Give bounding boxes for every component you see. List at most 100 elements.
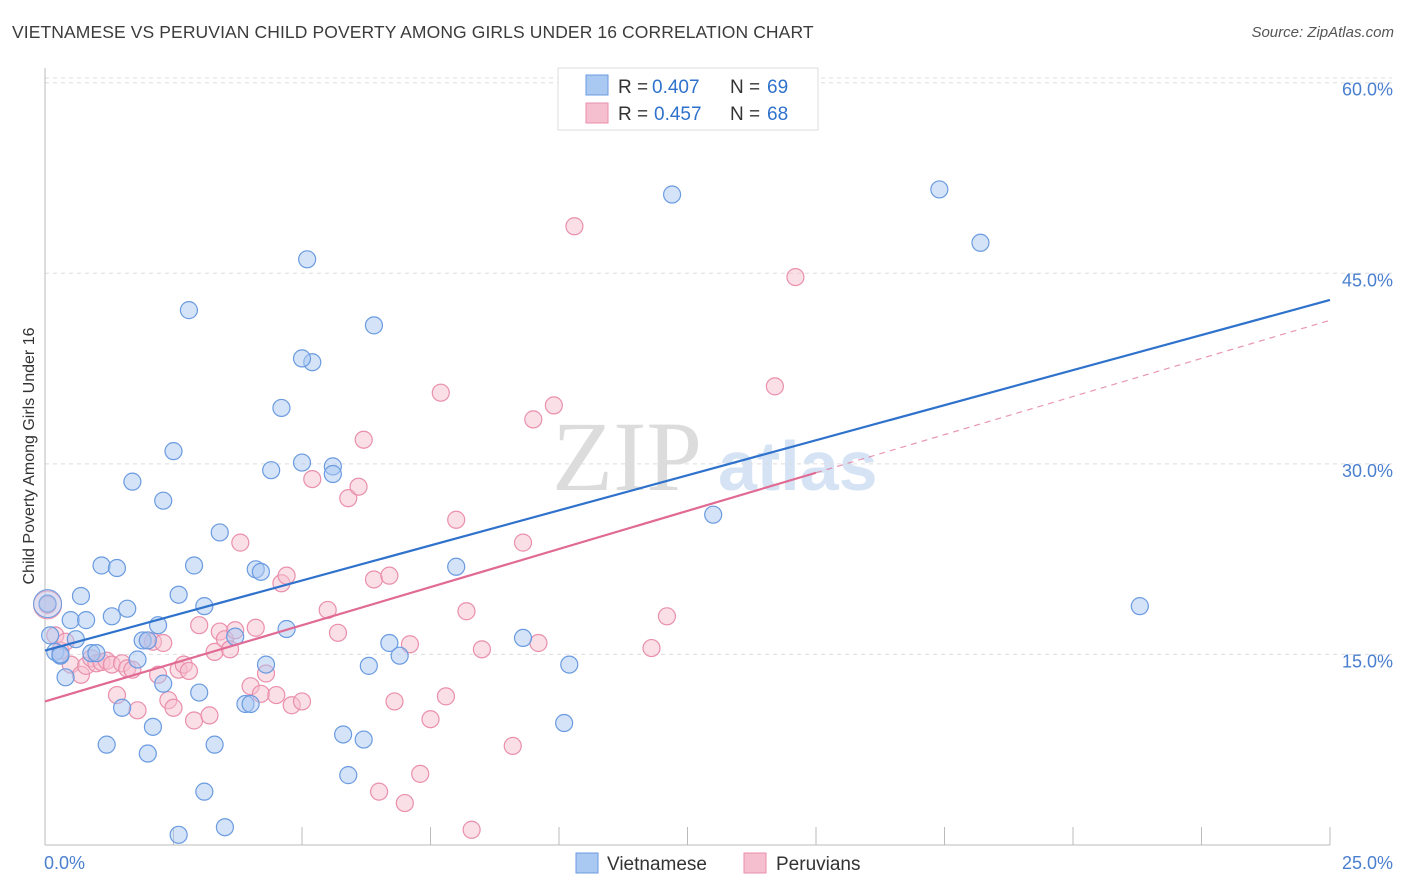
y-axis-title: Child Poverty Among Girls Under 16 [21, 327, 38, 584]
vietnamese-point [77, 611, 96, 630]
trend-lines [44, 298, 1331, 703]
vietnamese-point [154, 491, 173, 510]
y-tick-label: 15.0% [1342, 651, 1393, 671]
peruvian-point [529, 633, 548, 653]
vietnamese-point [262, 461, 281, 480]
peruvian-point [642, 638, 661, 658]
legend-n-label-1: N = [730, 77, 760, 98]
peruvian-point [765, 377, 784, 396]
vietnamese-point [1130, 597, 1149, 616]
vietnamese-point [662, 185, 682, 204]
vietnamese-point [241, 694, 260, 714]
peruvian-point [411, 764, 430, 783]
peruvian-point [472, 640, 491, 659]
peruvian-point [328, 623, 348, 642]
bottom-legend-peruvian-label: Peruvians [776, 854, 861, 875]
bottom-legend-vietnamese-label: Vietnamese [607, 854, 707, 875]
legend-peruvian-swatch [585, 102, 609, 124]
vietnamese-point [107, 558, 127, 578]
peruvian-point [303, 469, 322, 489]
peruvian-point [200, 706, 219, 725]
peruvian-point [364, 570, 384, 589]
watermark-main: ZIP [552, 401, 702, 512]
peruvian-point [246, 618, 265, 637]
legend-r-value-2: 0.457 [654, 104, 702, 125]
vietnamese-trend-line [44, 298, 1331, 652]
watermark-sub: atlas [718, 427, 878, 505]
vietnamese-point [128, 650, 147, 669]
vietnamese-point [184, 556, 204, 575]
vietnamese-point [143, 717, 163, 736]
y-tick-label: 45.0% [1342, 270, 1393, 290]
peruvian-point [154, 633, 173, 653]
vietnamese-point [97, 735, 116, 754]
vietnamese-point [298, 250, 317, 269]
vietnamese-point [390, 646, 409, 665]
vietnamese-point-large [33, 589, 63, 619]
peruvian-point [657, 607, 677, 626]
peruvian-point [179, 661, 199, 681]
vietnamese-point [272, 398, 291, 418]
legend-vietnamese-swatch [585, 74, 609, 96]
vietnamese-point [364, 316, 384, 335]
vietnamese-point [339, 766, 358, 785]
axes [44, 68, 1331, 846]
peruvian-point [436, 687, 456, 706]
peruvian-point [503, 736, 522, 756]
source-label: Source: ZipAtlas.com [1251, 24, 1394, 41]
vietnamese-point [61, 611, 80, 630]
peruvian-point [462, 820, 481, 839]
peruvian-point [457, 602, 476, 621]
peruvian-point [395, 793, 414, 813]
vietnamese-point [92, 556, 111, 575]
vietnamese-point [359, 656, 378, 675]
vietnamese-point [169, 585, 188, 604]
vietnamese-point [205, 735, 224, 754]
chart-title: VIETNAMESE VS PERUVIAN CHILD POVERTY AMO… [12, 22, 814, 42]
peruvian-point [184, 711, 204, 730]
vietnamese-point [380, 633, 399, 653]
vietnamese-point [210, 523, 229, 542]
legend-n-value-1: 69 [767, 77, 788, 98]
peruvian-point [354, 430, 373, 449]
bottom-legend-peruvian-swatch [743, 852, 767, 874]
peruvian-point [128, 701, 147, 720]
peruvian-point [370, 782, 389, 801]
legend-r-label-2: R = [618, 104, 648, 125]
peruvian-point [349, 477, 368, 496]
vietnamese-point [930, 180, 949, 199]
vietnamese-point [38, 594, 57, 613]
peruvian-point [431, 383, 450, 402]
vietnamese-point [251, 562, 270, 581]
vietnamese-point [154, 674, 173, 693]
peruvian-point [421, 710, 440, 729]
peruvian-point [524, 410, 543, 429]
top-legend: R = 0.407 N = 69 R = 0.457 N = 68 [557, 67, 819, 131]
vietnamese-point [118, 599, 137, 618]
x-tick-labels: 0.0% 25.0% [44, 853, 1393, 873]
peruvian-point [400, 635, 420, 654]
x-tick-label: 25.0% [1342, 853, 1393, 873]
legend-r-value-1: 0.407 [652, 77, 700, 98]
bottom-legend: Vietnamese Peruvians [575, 852, 861, 875]
vietnamese-point [215, 818, 234, 837]
peruvian-point [544, 396, 563, 415]
vietnamese-point [704, 505, 723, 524]
vietnamese-point [138, 631, 157, 650]
vietnamese-point [195, 782, 214, 801]
peruvian-point [292, 692, 312, 711]
peruvian-point [190, 616, 209, 635]
x-tick-label: 0.0% [44, 853, 85, 873]
vietnamese-point [513, 628, 533, 648]
legend-n-value-2: 68 [767, 104, 788, 125]
vietnamese-point [179, 301, 199, 320]
vietnamese-point [41, 626, 60, 645]
vietnamese-point [56, 668, 75, 687]
legend-r-label-1: R = [618, 77, 648, 98]
vietnamese-point [256, 655, 276, 674]
vietnamese-point [138, 744, 157, 763]
peruvian-point [231, 533, 250, 552]
vietnamese-point [334, 725, 353, 744]
vietnamese-point [560, 655, 579, 674]
peruvian-point [786, 267, 805, 287]
